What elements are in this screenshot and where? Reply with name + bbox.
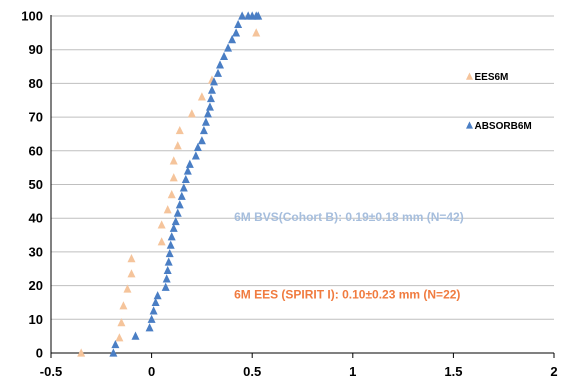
data-point (109, 348, 118, 357)
x-tick-label: 0 (148, 364, 155, 379)
data-point (165, 248, 174, 258)
x-tick-label: -0.5 (40, 364, 62, 379)
data-point (197, 92, 206, 101)
y-tick-label: 60 (29, 143, 43, 158)
data-point (173, 141, 182, 150)
data-point (163, 265, 172, 275)
data-point (111, 339, 120, 349)
data-point (169, 173, 178, 182)
legend-label: ABSORB6M (474, 121, 531, 132)
data-point (117, 318, 126, 327)
data-point (234, 19, 243, 29)
data-point (201, 117, 210, 126)
data-point (127, 254, 136, 263)
annotations: 6M BVS(Cohort B): 0.19±0.18 mm (N=42) 6M … (234, 210, 464, 302)
data-point (169, 223, 178, 232)
data-point (171, 216, 180, 226)
y-tick-label: 70 (29, 110, 43, 125)
data-point (224, 43, 233, 52)
data-point (181, 174, 190, 184)
data-point (157, 237, 166, 246)
data-point (147, 314, 156, 323)
data-point (206, 93, 215, 103)
data-point (228, 34, 237, 44)
y-tick-label: 30 (29, 244, 43, 259)
x-tick-label: 1.5 (444, 364, 462, 379)
data-point (179, 183, 188, 192)
data-point (207, 85, 216, 94)
data-point (220, 51, 229, 61)
data-point (153, 291, 162, 300)
data-point (238, 11, 247, 20)
data-point (127, 269, 136, 278)
data-point (173, 208, 182, 217)
data-point (157, 220, 166, 229)
data-point (161, 282, 170, 291)
data-point (254, 11, 263, 20)
data-point (232, 28, 241, 37)
data-point (177, 191, 186, 200)
data-point (145, 323, 154, 332)
y-tick-label: 40 (29, 211, 43, 226)
data-point (167, 232, 176, 241)
data-point (163, 205, 172, 214)
y-tick-label: 100 (21, 9, 43, 24)
x-tick-label: 0.5 (243, 364, 261, 379)
x-tick-label: 2 (550, 364, 557, 379)
legend-label: EES6M (474, 72, 508, 83)
series-absorb6m (109, 11, 263, 357)
data-point (167, 190, 176, 199)
annotation: 6M BVS(Cohort B): 0.19±0.18 mm (N=42) (234, 210, 464, 224)
y-tick-label: 90 (29, 42, 43, 57)
data-point (131, 331, 140, 340)
x-tick-label: 1 (349, 364, 356, 379)
data-point (175, 200, 184, 209)
data-point (209, 77, 218, 86)
y-tick-label: 20 (29, 278, 43, 293)
data-point (115, 333, 124, 342)
data-point (169, 156, 178, 165)
data-point (123, 284, 132, 293)
annotation: 6M EES (SPIRIT I): 0.10±0.23 mm (N=22) (234, 288, 460, 302)
legend-marker (465, 72, 473, 80)
gridlines (51, 15, 554, 320)
series-ees6m (77, 28, 261, 357)
data-point (166, 240, 175, 249)
y-tick-label: 0 (36, 346, 43, 361)
data-point (191, 151, 200, 160)
axes (50, 15, 555, 358)
data-point (183, 166, 192, 175)
data-point (187, 109, 196, 118)
data-point (119, 301, 128, 310)
data-point (175, 125, 184, 135)
data-point (213, 68, 222, 77)
y-tick-label: 10 (29, 312, 43, 327)
data-point (252, 28, 261, 37)
data-point (199, 125, 208, 135)
data-point (77, 348, 86, 357)
legend: EES6M ABSORB6M (465, 72, 532, 132)
data-point (205, 102, 214, 111)
tick-labels: 0 10 20 30 40 50 60 70 80 90 100 -0.5 0 0.5 1 1.5 2 (21, 9, 557, 380)
data-point (193, 142, 202, 152)
data-point (203, 109, 212, 118)
data-point (164, 257, 173, 266)
data-point (197, 136, 206, 145)
series-layer (77, 11, 263, 357)
y-tick-label: 80 (29, 76, 43, 91)
y-tick-label: 50 (29, 177, 43, 192)
legend-marker (465, 121, 473, 129)
data-point (185, 159, 194, 168)
data-point (149, 306, 158, 315)
data-point (216, 60, 225, 69)
data-point (151, 297, 160, 307)
data-point (162, 274, 171, 283)
